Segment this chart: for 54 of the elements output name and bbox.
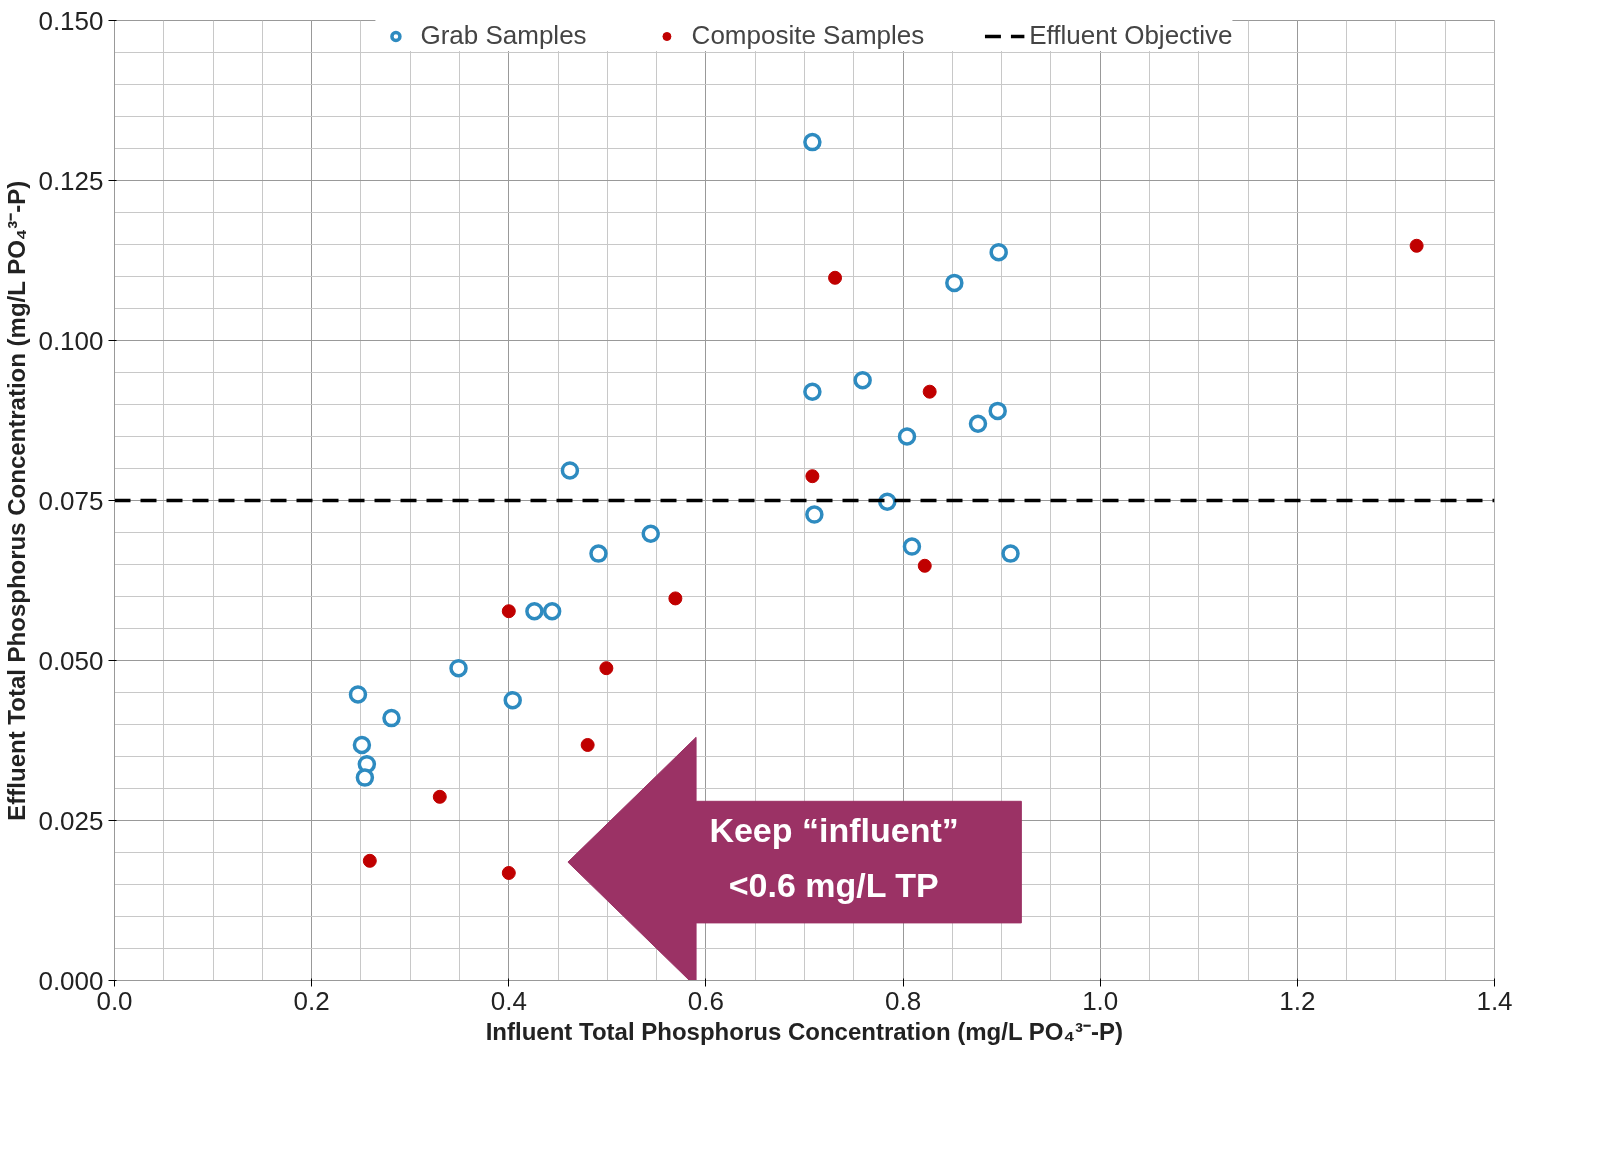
point <box>580 737 595 752</box>
point <box>805 469 820 484</box>
x-tick-label: 0.2 <box>293 985 330 1016</box>
point <box>968 414 988 433</box>
y-axis-title: Effluent Total Phosphorus Concentration (mg/L PO₄³⁻-P) <box>3 180 31 821</box>
point <box>803 382 822 401</box>
point <box>1409 238 1424 253</box>
point <box>902 537 922 556</box>
point <box>525 601 544 621</box>
point <box>828 270 843 285</box>
point <box>432 789 447 804</box>
y-tick-label: 0.075 <box>38 485 104 516</box>
point <box>945 273 964 293</box>
point <box>989 242 1008 262</box>
point <box>805 505 824 524</box>
point <box>355 768 375 787</box>
point <box>641 524 660 544</box>
y-tick-label: 0.150 <box>38 5 104 36</box>
point <box>922 384 937 399</box>
point <box>988 401 1007 421</box>
point <box>878 492 897 512</box>
point <box>501 865 516 880</box>
point <box>449 658 468 678</box>
x-tick-label: 0.4 <box>490 985 527 1016</box>
x-tick-label: 1.4 <box>1476 985 1513 1016</box>
legend-label: Composite Samples <box>691 20 925 51</box>
y-tick-label: 0.100 <box>38 325 104 356</box>
point <box>503 690 522 710</box>
point <box>560 461 580 480</box>
point <box>668 591 683 606</box>
point <box>382 708 401 728</box>
point <box>352 735 372 755</box>
point <box>362 853 377 868</box>
point <box>599 661 614 676</box>
legend-label: Grab Samples <box>420 20 587 51</box>
y-tick-label: 0.125 <box>38 165 104 196</box>
point <box>917 558 932 573</box>
x-axis-title: Influent Total Phosphorus Concentration (mg/L PO₄³⁻-P) <box>485 1017 1123 1045</box>
x-tick-label: 1.0 <box>1082 985 1119 1016</box>
point <box>853 370 872 390</box>
y-tick-label: 0.050 <box>38 645 104 676</box>
annotation: Keep “influent” <0.6 mg/L TP <box>709 811 959 904</box>
point <box>501 604 516 619</box>
point <box>1001 544 1020 563</box>
y-tick-label: 0.025 <box>38 805 104 836</box>
legend-label: Effluent Objective <box>1029 20 1233 51</box>
x-tick-label: 0.6 <box>687 985 725 1016</box>
point <box>803 132 822 152</box>
x-tick-label: 1.2 <box>1279 985 1316 1016</box>
point <box>589 544 608 563</box>
point <box>348 685 368 704</box>
point <box>897 427 917 446</box>
point <box>542 601 562 621</box>
x-tick-label: 0.8 <box>885 985 922 1016</box>
